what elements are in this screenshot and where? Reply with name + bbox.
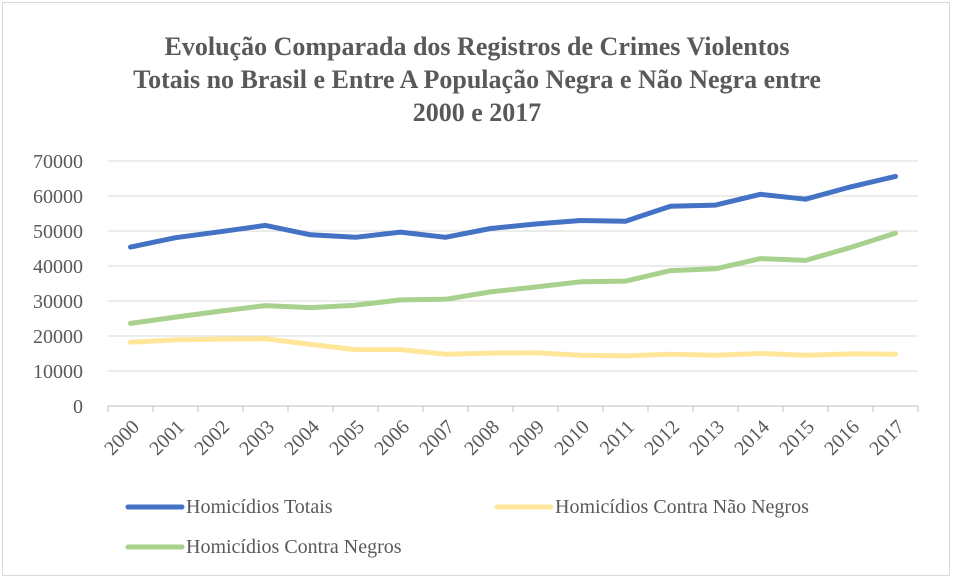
legend-label: Homicídios Contra Negros: [186, 536, 402, 558]
x-tick-label: 2011: [596, 416, 639, 459]
x-tick-label: 2014: [730, 416, 774, 460]
y-tick-label: 70000: [33, 151, 83, 173]
y-tick-label: 40000: [33, 256, 83, 278]
x-tick-label: 2009: [505, 416, 549, 460]
y-tick-label: 30000: [33, 291, 83, 313]
x-tick-label: 2005: [325, 416, 369, 460]
series-line-2: [128, 336, 898, 359]
x-tick-label: 2015: [775, 416, 819, 460]
y-tick-label: 60000: [33, 186, 83, 208]
y-tick-label: 50000: [33, 221, 83, 243]
y-tick-label: 20000: [33, 326, 83, 348]
y-tick-label: 10000: [33, 361, 83, 383]
x-tick-label: 2006: [370, 416, 414, 460]
x-tick-label: 2002: [190, 416, 234, 460]
series-line-1: [128, 173, 898, 250]
x-tick-label: 2010: [550, 416, 594, 460]
legend-label: Homicídios Totais: [186, 496, 333, 518]
y-tick-label: 0: [73, 396, 83, 418]
x-tick-label: 2004: [280, 416, 324, 460]
x-tick-label: 2017: [865, 416, 909, 460]
chart-title-line-2: Totais no Brasil e Entre A População Neg…: [133, 65, 821, 94]
legend-label: Homicídios Contra Não Negros: [555, 496, 809, 518]
chart-title-line-3: 2000 e 2017: [412, 98, 542, 127]
x-tick-label: 2003: [235, 416, 279, 460]
chart-title-line-1: Evolução Comparada dos Registros de Crim…: [164, 32, 790, 61]
x-tick-label: 2008: [460, 416, 504, 460]
x-tick-label: 2001: [145, 416, 189, 460]
x-tick-label: 2012: [640, 416, 684, 460]
x-tick-label: 2013: [685, 416, 729, 460]
x-tick-label: 2016: [820, 416, 864, 460]
x-tick-label: 2000: [100, 416, 144, 460]
chart-title: Evolução Comparada dos Registros de Crim…: [0, 30, 954, 129]
series-line-3: [128, 230, 898, 326]
x-tick-label: 2007: [415, 416, 459, 460]
